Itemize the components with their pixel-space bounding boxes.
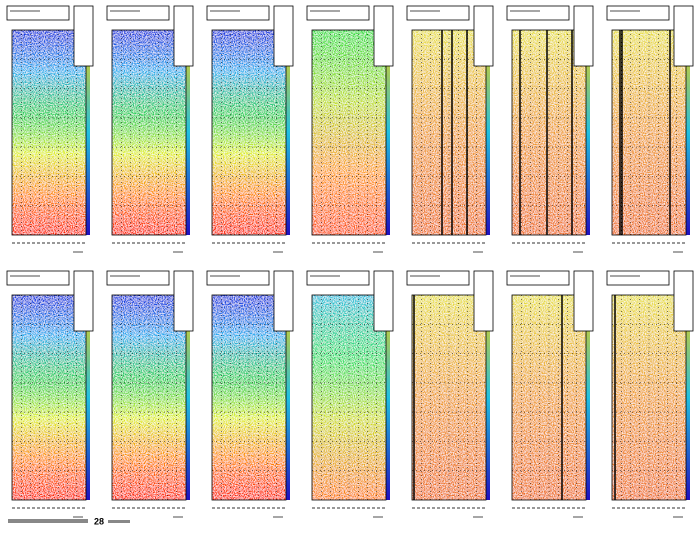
palette — [486, 30, 490, 235]
palette — [686, 295, 690, 500]
stats-box — [473, 270, 494, 332]
palette — [386, 30, 390, 235]
frame — [311, 29, 387, 236]
title-box — [606, 270, 670, 286]
title-box — [506, 270, 570, 286]
stats-box — [673, 270, 694, 332]
title-box — [306, 5, 370, 21]
palette — [386, 295, 390, 500]
title-box — [206, 5, 270, 21]
title-box — [306, 270, 370, 286]
stats-box — [673, 5, 694, 67]
palette — [686, 30, 690, 235]
palette — [486, 295, 490, 500]
stats-box — [173, 270, 194, 332]
title-box — [406, 270, 470, 286]
frame — [511, 29, 587, 236]
palette — [286, 30, 290, 235]
stats-box — [73, 270, 94, 332]
frame — [11, 294, 87, 501]
title-box — [506, 5, 570, 21]
frame — [511, 294, 587, 501]
frame — [211, 294, 287, 501]
title-box — [606, 5, 670, 21]
palette — [286, 295, 290, 500]
palette — [86, 295, 90, 500]
stats-box — [373, 5, 394, 67]
frame — [411, 294, 487, 501]
title-box — [6, 270, 70, 286]
frame — [411, 29, 487, 236]
stats-box — [73, 5, 94, 67]
footer-placeholder — [108, 520, 130, 523]
frame — [211, 29, 287, 236]
frame — [611, 29, 687, 236]
frame — [111, 294, 187, 501]
frame — [111, 29, 187, 236]
stats-box — [473, 5, 494, 67]
title-box — [406, 5, 470, 21]
frame — [611, 294, 687, 501]
frame — [311, 294, 387, 501]
stats-box — [173, 5, 194, 67]
palette — [586, 30, 590, 235]
title-box — [106, 5, 170, 21]
title-box — [206, 270, 270, 286]
title-box — [106, 270, 170, 286]
palette — [186, 30, 190, 235]
palette — [186, 295, 190, 500]
frame — [11, 29, 87, 236]
stats-box — [273, 5, 294, 67]
stats-box — [373, 270, 394, 332]
footer-placeholder — [8, 519, 88, 523]
title-box — [6, 5, 70, 21]
palette — [86, 30, 90, 235]
footer-label: 28 — [94, 516, 104, 526]
stats-box — [573, 270, 594, 332]
stats-box — [573, 5, 594, 67]
palette — [586, 295, 590, 500]
stats-box — [273, 270, 294, 332]
